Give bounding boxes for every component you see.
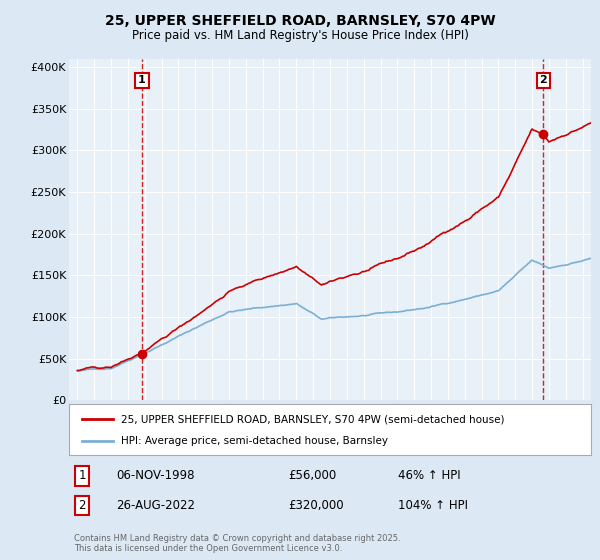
Text: 104% ↑ HPI: 104% ↑ HPI	[398, 499, 468, 512]
Text: 1: 1	[138, 76, 146, 86]
Text: 26-AUG-2022: 26-AUG-2022	[116, 499, 195, 512]
Text: 25, UPPER SHEFFIELD ROAD, BARNSLEY, S70 4PW (semi-detached house): 25, UPPER SHEFFIELD ROAD, BARNSLEY, S70 …	[121, 414, 505, 424]
Text: 1: 1	[78, 469, 86, 482]
Text: 2: 2	[539, 76, 547, 86]
Text: £320,000: £320,000	[288, 499, 344, 512]
Text: Contains HM Land Registry data © Crown copyright and database right 2025.
This d: Contains HM Land Registry data © Crown c…	[74, 534, 401, 553]
Text: 25, UPPER SHEFFIELD ROAD, BARNSLEY, S70 4PW: 25, UPPER SHEFFIELD ROAD, BARNSLEY, S70 …	[104, 14, 496, 28]
Text: 46% ↑ HPI: 46% ↑ HPI	[398, 469, 460, 482]
Text: HPI: Average price, semi-detached house, Barnsley: HPI: Average price, semi-detached house,…	[121, 436, 388, 446]
Text: £56,000: £56,000	[288, 469, 337, 482]
Text: 06-NOV-1998: 06-NOV-1998	[116, 469, 194, 482]
Text: Price paid vs. HM Land Registry's House Price Index (HPI): Price paid vs. HM Land Registry's House …	[131, 29, 469, 42]
Text: 2: 2	[78, 499, 86, 512]
